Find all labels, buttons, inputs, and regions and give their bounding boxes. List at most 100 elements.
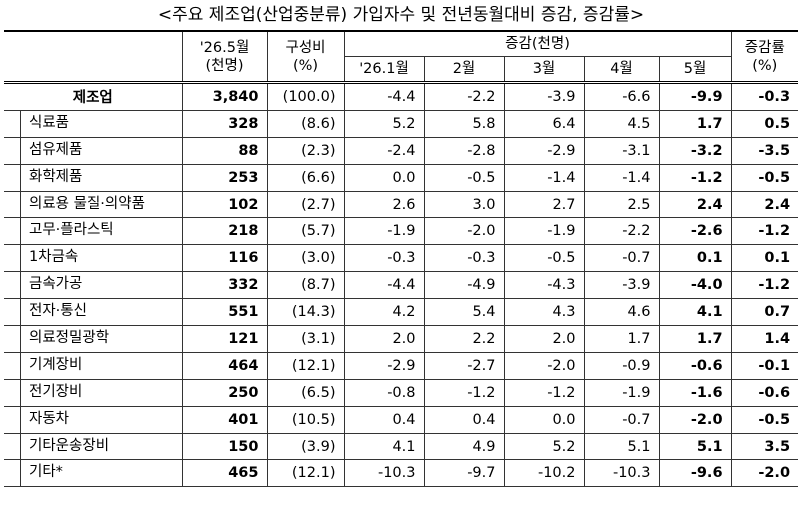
row-label-text: 자동차 bbox=[20, 406, 182, 433]
table-cell: (6.6) bbox=[266, 163, 345, 192]
cell-value: -2.0 bbox=[690, 411, 723, 428]
row-label: 의료정밀광학 bbox=[4, 325, 183, 353]
cell-value: 2.5 bbox=[627, 196, 651, 213]
header-cell: '26.5월 (천명) bbox=[181, 30, 268, 84]
cell-value: -9.7 bbox=[467, 465, 496, 482]
cell-value: 116 bbox=[228, 250, 259, 267]
cell-value: -1.2 bbox=[547, 384, 576, 401]
table-cell: -0.5 bbox=[730, 405, 799, 434]
cell-value: -0.7 bbox=[622, 411, 651, 428]
cell-value: 4.9 bbox=[472, 438, 496, 455]
cell-value: (14.3) bbox=[291, 304, 336, 321]
cell-value: -1.2 bbox=[758, 277, 791, 294]
cell-value: 2.4 bbox=[696, 196, 723, 213]
cell-value: -3.9 bbox=[547, 88, 576, 105]
table-cell: -2.6 bbox=[658, 217, 732, 246]
header-cell bbox=[4, 30, 183, 84]
table-cell: 6.4 bbox=[503, 109, 585, 138]
cell-value: (12.1) bbox=[291, 465, 336, 482]
cell-value: (12.1) bbox=[291, 357, 336, 374]
header-line: (%) bbox=[292, 57, 319, 74]
cell-value: 4.6 bbox=[627, 304, 651, 321]
table-cell: -1.6 bbox=[658, 378, 732, 407]
table-cell: (8.6) bbox=[266, 109, 345, 138]
table-cell: -9.6 bbox=[658, 459, 732, 488]
row-label: 기타* bbox=[4, 459, 183, 488]
row-label: 1차금속 bbox=[4, 244, 183, 273]
table-cell: 5.1 bbox=[583, 432, 660, 461]
data-table: '26.5월 (천명) 구성비 (%) 증감(천명) 증감률 (%) '26.1월 2월 3월 4월… bbox=[4, 30, 799, 488]
cell-value: 2.0 bbox=[552, 330, 576, 347]
row-label-text: 화학제품 bbox=[20, 164, 182, 191]
row-label: 고무·플라스틱 bbox=[4, 217, 183, 246]
cell-value: 328 bbox=[228, 115, 259, 132]
table-cell: 102 bbox=[181, 190, 268, 219]
table-cell: -1.2 bbox=[730, 271, 799, 300]
table-cell: -0.1 bbox=[730, 351, 799, 380]
table-cell: -0.7 bbox=[583, 244, 660, 273]
cell-value: 1.7 bbox=[627, 330, 651, 347]
table-cell: 4.5 bbox=[583, 109, 660, 138]
table-cell: -0.7 bbox=[583, 405, 660, 434]
table-cell: 0.4 bbox=[343, 405, 425, 434]
cell-value: 0.4 bbox=[392, 411, 416, 428]
cell-value: -3.1 bbox=[622, 142, 651, 159]
table-row: 식료품 328 (8.6) 5.2 5.8 6.4 4.5 1.7 0.5 bbox=[4, 109, 799, 138]
table-cell: -4.9 bbox=[423, 271, 505, 300]
cell-value: -10.2 bbox=[537, 465, 576, 482]
table-cell: -10.3 bbox=[343, 459, 425, 488]
row-label: 화학제품 bbox=[4, 163, 183, 192]
row-label-text: 섬유제품 bbox=[20, 137, 182, 164]
cell-value: 2.4 bbox=[764, 196, 791, 213]
cell-value: 5.2 bbox=[552, 438, 576, 455]
table-row: 기계장비 464 (12.1) -2.9 -2.7 -2.0 -0.9 -0.6 -0.1 bbox=[4, 351, 799, 380]
table-cell: -0.6 bbox=[658, 351, 732, 380]
row-label-text: 의료용 물질·의약품 bbox=[20, 191, 182, 218]
cell-value: (6.5) bbox=[301, 384, 336, 401]
table-cell: 2.5 bbox=[583, 190, 660, 219]
header-cell: '26.1월 bbox=[343, 56, 425, 84]
header-cell: 구성비 (%) bbox=[266, 30, 345, 84]
table-row: 전기장비 250 (6.5) -0.8 -1.2 -1.2 -1.9 -1.6 -0.6 bbox=[4, 378, 799, 407]
table-cell: 5.1 bbox=[658, 432, 732, 461]
row-label-text: 의료정밀광학 bbox=[20, 326, 182, 352]
cell-value: (3.0) bbox=[301, 250, 336, 267]
header-line: (천명) bbox=[205, 57, 244, 74]
table-row: 제조업 3,840 (100.0) -4.4 -2.2 -3.9 -6.6 -9.9 -0.3 bbox=[4, 82, 799, 111]
table-cell: 1.7 bbox=[658, 109, 732, 138]
table-cell: -2.4 bbox=[343, 136, 425, 165]
cell-value: -9.9 bbox=[690, 88, 723, 105]
cell-value: 332 bbox=[228, 277, 259, 294]
header-line: '26.5월 bbox=[199, 39, 250, 56]
row-label: 기타운송장비 bbox=[4, 432, 183, 461]
cell-value: -3.9 bbox=[622, 277, 651, 294]
cell-value: (8.7) bbox=[301, 277, 336, 294]
cell-value: 5.1 bbox=[696, 438, 723, 455]
cell-value: 102 bbox=[228, 196, 259, 213]
table-row: 전자·통신 551 (14.3) 4.2 5.4 4.3 4.6 4.1 0.7 bbox=[4, 298, 799, 327]
table-cell: -1.9 bbox=[583, 378, 660, 407]
table-cell: 401 bbox=[181, 405, 268, 434]
table-cell: (100.0) bbox=[266, 82, 345, 111]
row-label-text: 1차금속 bbox=[20, 245, 182, 272]
table-cell: 4.6 bbox=[583, 298, 660, 327]
row-label-text: 전자·통신 bbox=[20, 299, 182, 326]
cell-value: -1.2 bbox=[690, 169, 723, 186]
cell-value: 4.1 bbox=[696, 304, 723, 321]
cell-value: 2.0 bbox=[392, 330, 416, 347]
cell-value: -1.9 bbox=[387, 223, 416, 240]
table-cell: 2.6 bbox=[343, 190, 425, 219]
cell-value: -4.4 bbox=[387, 88, 416, 105]
cell-value: (100.0) bbox=[282, 88, 336, 105]
cell-value: -2.9 bbox=[547, 142, 576, 159]
table-cell: 2.4 bbox=[658, 190, 732, 219]
table-cell: -3.5 bbox=[730, 136, 799, 165]
cell-value: -2.7 bbox=[467, 357, 496, 374]
table-row: 기타* 465 (12.1) -10.3 -9.7 -10.2 -10.3 -9.6 -2.0 bbox=[4, 459, 799, 488]
header-cell: 5월 bbox=[658, 56, 732, 84]
cell-value: 121 bbox=[228, 330, 259, 347]
cell-value: 0.7 bbox=[764, 304, 791, 321]
table-cell: 5.2 bbox=[503, 432, 585, 461]
table-cell: 0.4 bbox=[423, 405, 505, 434]
table-cell: -4.4 bbox=[343, 271, 425, 300]
